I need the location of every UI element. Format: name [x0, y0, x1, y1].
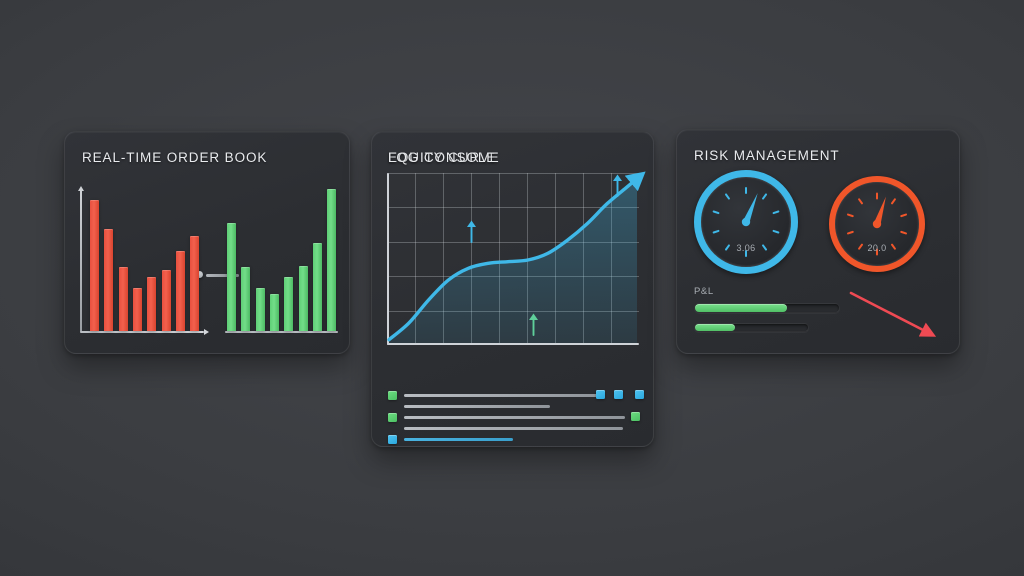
order-book-bar [269, 294, 279, 331]
gauge-needle [694, 170, 798, 274]
order-book-bar [327, 189, 337, 331]
order-book-y-axis [78, 186, 84, 332]
order-book-bar [90, 200, 99, 331]
log-indicator-chip[interactable] [635, 390, 644, 399]
log-row[interactable] [388, 401, 640, 412]
order-book-bar [161, 269, 171, 331]
order-book-bar [104, 228, 114, 331]
pl-progress-fill [695, 324, 735, 331]
log-text-bar [404, 416, 626, 419]
risk-management-title: RISK MANAGEMENT [694, 148, 840, 163]
log-text-bar [404, 394, 601, 397]
grid-line-vertical [471, 173, 472, 345]
equity-curve-title: EQUITY CURVE [388, 150, 500, 165]
order-book-bar [175, 251, 185, 331]
order-book-bar [241, 267, 251, 331]
log-row[interactable] [388, 423, 640, 434]
gauge-tick-mark [745, 187, 747, 194]
gauge-value-label: 20.0 [867, 243, 887, 254]
log-indicator-chip[interactable] [614, 390, 623, 399]
gauge-ring [694, 170, 798, 274]
equity-y-axis [387, 173, 389, 345]
gauge-ring [829, 176, 925, 272]
drawdown-trend-arrow-icon [849, 291, 937, 337]
panel-risk-management[interactable]: RISK MANAGEMENT 3.06 20.0 P&L [676, 129, 960, 354]
grid-line-horizontal [387, 242, 639, 243]
gauge-ticks [694, 170, 798, 274]
order-book-bar [132, 288, 142, 331]
panel-equity-curve[interactable]: EQUITY CURVE LOG CONSOLE [371, 131, 654, 447]
spread-marker-dot [196, 271, 203, 278]
log-text-bar [404, 438, 514, 441]
log-text-bar [404, 427, 623, 430]
log-indicator-chip[interactable] [631, 412, 640, 421]
log-text-bar [404, 405, 550, 408]
equity-x-axis [387, 343, 639, 345]
gauge-value-label: 3.06 [736, 242, 756, 253]
arrow-up-icon [528, 312, 539, 341]
order-book-bar [255, 288, 265, 331]
equity-line-path [387, 171, 646, 342]
order-book-bar [118, 267, 128, 331]
equity-area-fill [389, 178, 637, 343]
log-row[interactable] [388, 390, 644, 401]
grid-line-horizontal [387, 173, 639, 174]
gauge-tick-mark [876, 192, 878, 200]
gauge-needle [829, 176, 925, 272]
log-status-chip [388, 413, 397, 422]
order-book-bar [190, 235, 200, 331]
order-book-chart [78, 170, 340, 342]
log-console-title: LOG CONSOLE [388, 150, 497, 165]
order-book-title: REAL-TIME ORDER BOOK [82, 150, 268, 165]
log-indicator-chip[interactable] [596, 390, 605, 399]
equity-curve-chart [387, 171, 646, 345]
order-book-bar [147, 277, 157, 331]
pl-progress-bar-secondary[interactable] [694, 323, 809, 332]
arrow-up-icon [466, 219, 477, 248]
log-row[interactable] [388, 412, 640, 423]
order-book-bar [284, 277, 294, 331]
arrow-up-icon [612, 173, 623, 202]
pl-progress-fill [695, 304, 788, 312]
order-book-bar [298, 265, 308, 331]
grid-line-vertical [415, 173, 416, 345]
gauge-ticks [829, 176, 925, 272]
spread-marker-line [206, 273, 239, 277]
grid-line-vertical [499, 173, 500, 345]
volatility-gauge[interactable]: 3.06 [694, 170, 798, 274]
order-book-x-axis-bids [225, 331, 338, 333]
pl-label: P&L [694, 286, 714, 297]
drawdown-gauge[interactable]: 20.0 [829, 176, 925, 272]
order-book-x-axis-asks [80, 329, 209, 335]
equity-curve-line [387, 171, 646, 343]
grid-line-horizontal [387, 207, 639, 208]
log-status-chip [388, 435, 397, 444]
panel-order-book[interactable]: REAL-TIME ORDER BOOK [64, 131, 350, 354]
log-row[interactable] [388, 434, 640, 445]
pl-progress-bar-primary[interactable] [694, 303, 840, 313]
order-book-bar [227, 223, 236, 331]
order-book-bar [312, 242, 322, 331]
log-console-rows[interactable] [388, 390, 644, 445]
grid-line-vertical [443, 173, 444, 345]
log-status-chip [388, 391, 397, 400]
